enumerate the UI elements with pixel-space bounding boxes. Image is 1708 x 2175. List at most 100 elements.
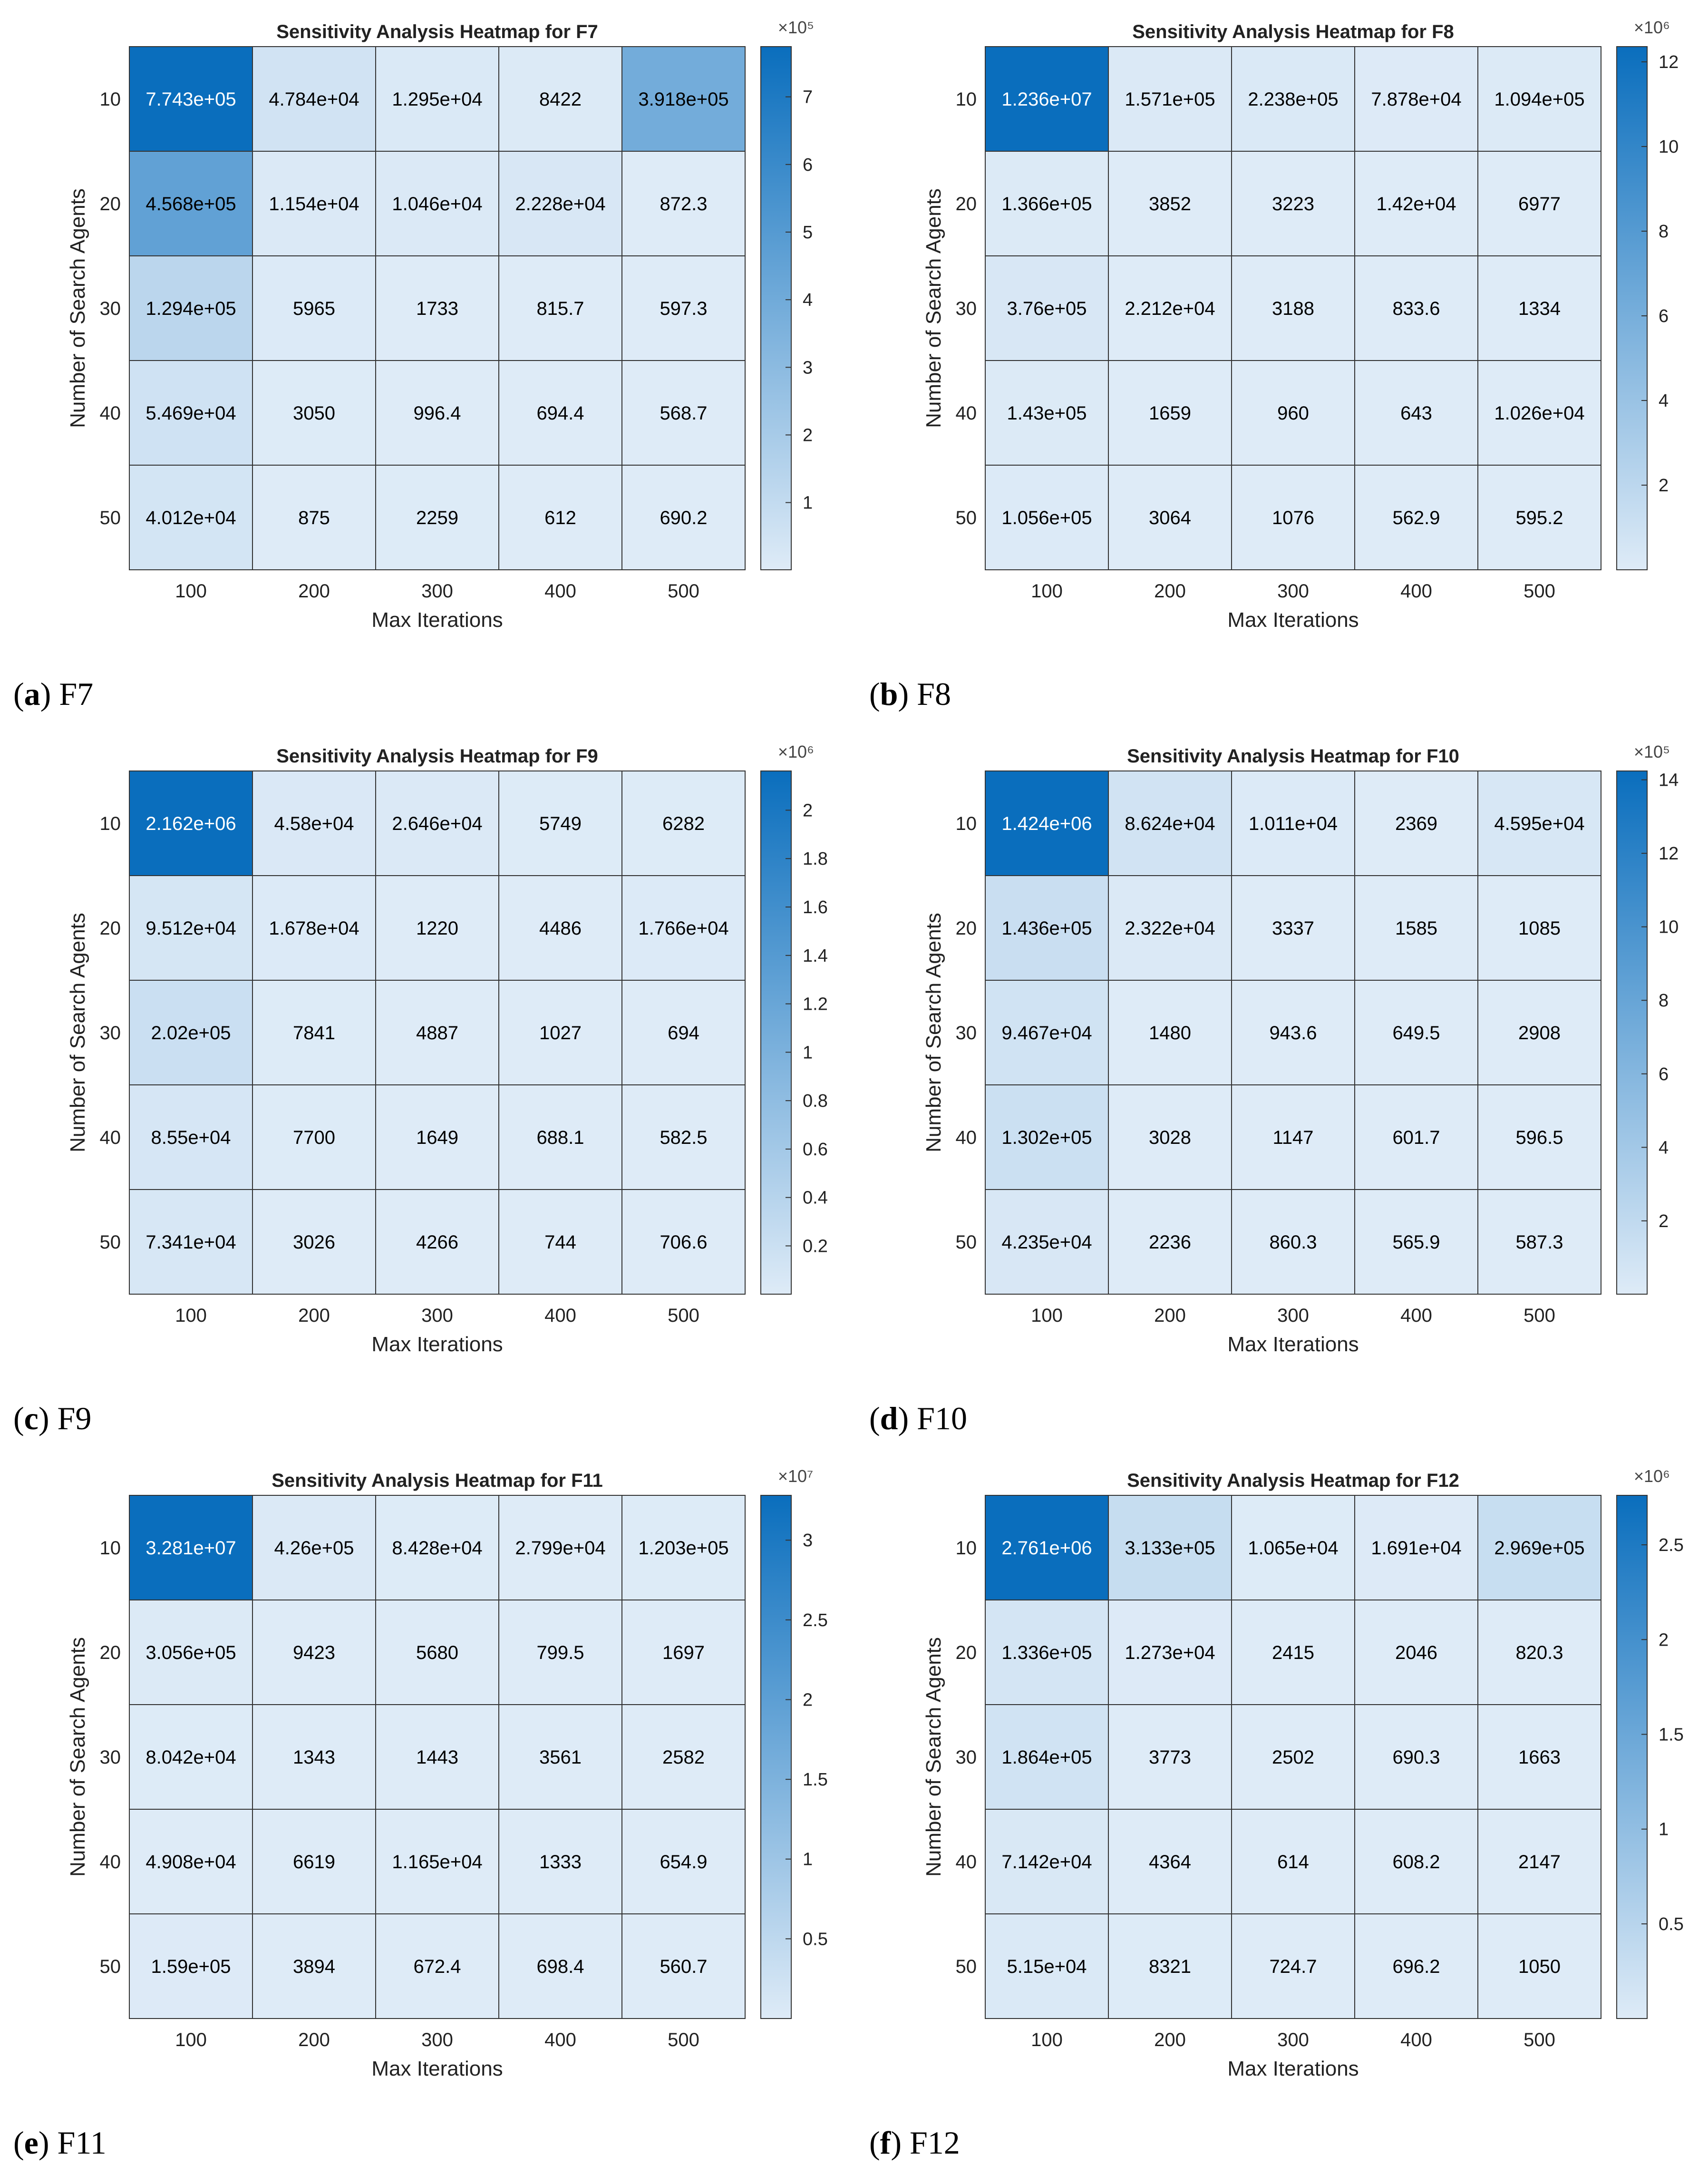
- heatmap-cell: [1231, 1913, 1355, 2019]
- cell-value-label: 7700: [293, 1127, 335, 1148]
- heatmap-cell: [1231, 255, 1355, 361]
- cell-value-label: 820.3: [1515, 1642, 1563, 1663]
- heatmap-cell: [1231, 771, 1355, 876]
- colorbar: [760, 46, 792, 570]
- x-tick-label: 300: [1277, 581, 1309, 602]
- cell-value-label: 7.878e+04: [1371, 89, 1461, 110]
- cell-value-label: 1.42e+04: [1377, 194, 1456, 215]
- heatmap-cell: [1108, 1189, 1232, 1295]
- heatmap-cell: [985, 1084, 1109, 1190]
- heatmap-cell: [1231, 980, 1355, 1085]
- cell-value-label: 1480: [1149, 1023, 1191, 1044]
- x-tick-label: 200: [298, 581, 330, 602]
- heatmap-cell: [375, 1189, 499, 1295]
- cell-value-label: 2.212e+04: [1125, 298, 1215, 319]
- heatmap-cell: [1108, 465, 1232, 570]
- cell-value-label: 2.761e+06: [1001, 1538, 1092, 1559]
- cell-value-label: 2046: [1395, 1642, 1437, 1663]
- cell-value-label: 672.4: [413, 1956, 461, 1977]
- x-tick-label: 100: [175, 2029, 207, 2050]
- cell-value-label: 1050: [1518, 1956, 1561, 1977]
- y-axis-label: Number of Search Agents: [66, 188, 89, 428]
- heatmap-cell: [498, 1913, 622, 2019]
- colorbar-tick-label: 8: [1659, 222, 1669, 242]
- heatmap-cell: [375, 1600, 499, 1705]
- chart-title: Sensitivity Analysis Heatmap for F8: [1132, 21, 1454, 42]
- cell-value-label: 1.065e+04: [1248, 1538, 1338, 1559]
- cell-value-label: 595.2: [1515, 507, 1563, 528]
- colorbar-tick-label: 6: [1659, 1064, 1669, 1084]
- heatmap-border: [129, 771, 746, 1295]
- cell-value-label: 8.624e+04: [1125, 813, 1215, 834]
- caption-paren-open: (: [13, 2125, 24, 2161]
- cell-value-label: 3188: [1272, 298, 1314, 319]
- colorbar-tick-label: 10: [1659, 917, 1679, 937]
- cell-value-label: 815.7: [536, 298, 584, 319]
- y-tick-label: 10: [956, 1538, 977, 1559]
- cell-value-label: 614: [1277, 1852, 1309, 1873]
- heatmap-cell: [252, 465, 376, 570]
- y-tick-label: 50: [956, 1956, 977, 1977]
- cell-value-label: 698.4: [536, 1956, 584, 1977]
- cell-value-label: 612: [544, 507, 576, 528]
- cell-value-label: 1.336e+05: [1001, 1642, 1092, 1663]
- cell-value-label: 7.142e+04: [1001, 1852, 1092, 1873]
- y-tick-label: 40: [956, 1127, 977, 1148]
- cell-value-label: 8422: [539, 89, 582, 110]
- caption-paren-close: ): [40, 676, 59, 712]
- cell-value-label: 654.9: [660, 1852, 707, 1873]
- colorbar-tick-label: 1.5: [803, 1770, 828, 1790]
- cell-value-label: 960: [1277, 403, 1309, 424]
- caption-letter: a: [24, 676, 40, 712]
- cell-value-label: 872.3: [660, 194, 707, 215]
- heatmap-cell: [252, 875, 376, 981]
- heatmap-border: [129, 1495, 746, 2019]
- cell-value-label: 5.15e+04: [1007, 1956, 1087, 1977]
- heatmap-cell: [375, 1913, 499, 2019]
- cell-value-label: 1343: [293, 1747, 335, 1768]
- colorbar: [760, 771, 792, 1295]
- chart-title: Sensitivity Analysis Heatmap for F9: [276, 746, 598, 767]
- y-tick-label: 20: [956, 1642, 977, 1663]
- x-tick-label: 100: [1031, 2029, 1063, 2050]
- cell-value-label: 4364: [1149, 1852, 1191, 1873]
- colorbar-tick-label: 1: [1659, 1820, 1669, 1840]
- heatmap-cell: [985, 1809, 1109, 1914]
- heatmap-cell: [1477, 1189, 1601, 1295]
- cell-value-label: 562.9: [1392, 507, 1440, 528]
- cell-value-label: 608.2: [1392, 1852, 1440, 1873]
- cell-value-label: 8321: [1149, 1956, 1191, 1977]
- cell-value-label: 596.5: [1515, 1127, 1563, 1148]
- cell-value-label: 4.595e+04: [1494, 813, 1584, 834]
- cell-value-label: 6619: [293, 1852, 335, 1873]
- x-tick-label: 400: [544, 581, 576, 602]
- cell-value-label: 2259: [416, 507, 458, 528]
- heatmap-cell: [1477, 1809, 1601, 1914]
- cell-value-label: 860.3: [1269, 1232, 1317, 1253]
- cell-value-label: 1663: [1518, 1747, 1561, 1768]
- cell-value-label: 3223: [1272, 194, 1314, 215]
- cell-value-label: 996.4: [413, 403, 461, 424]
- x-tick-label: 200: [298, 2029, 330, 2050]
- cell-value-label: 2.799e+04: [515, 1538, 605, 1559]
- x-axis-label: Max Iterations: [1227, 2057, 1359, 2080]
- y-tick-label: 20: [100, 194, 121, 215]
- cell-value-label: 1085: [1518, 918, 1561, 939]
- caption-paren-open: (: [13, 1400, 24, 1436]
- heatmap-cell: [985, 151, 1109, 256]
- cell-value-label: 799.5: [536, 1642, 584, 1663]
- caption-letter: d: [880, 1400, 898, 1436]
- heatmap-cell: [498, 255, 622, 361]
- heatmap-cell: [985, 1704, 1109, 1810]
- cell-value-label: 2.969e+05: [1494, 1538, 1584, 1559]
- y-axis-label: Number of Search Agents: [922, 188, 945, 428]
- heatmap-cell: [375, 1084, 499, 1190]
- heatmap-cell: [1108, 1809, 1232, 1914]
- heatmap-cell: [498, 875, 622, 981]
- x-tick-label: 300: [421, 1305, 453, 1326]
- cell-value-label: 5749: [539, 813, 582, 834]
- heatmap-cell: [621, 1913, 746, 2019]
- colorbar-tick-label: 4: [803, 290, 813, 310]
- cell-value-label: 601.7: [1392, 1127, 1440, 1148]
- heatmap-cell: [985, 771, 1109, 876]
